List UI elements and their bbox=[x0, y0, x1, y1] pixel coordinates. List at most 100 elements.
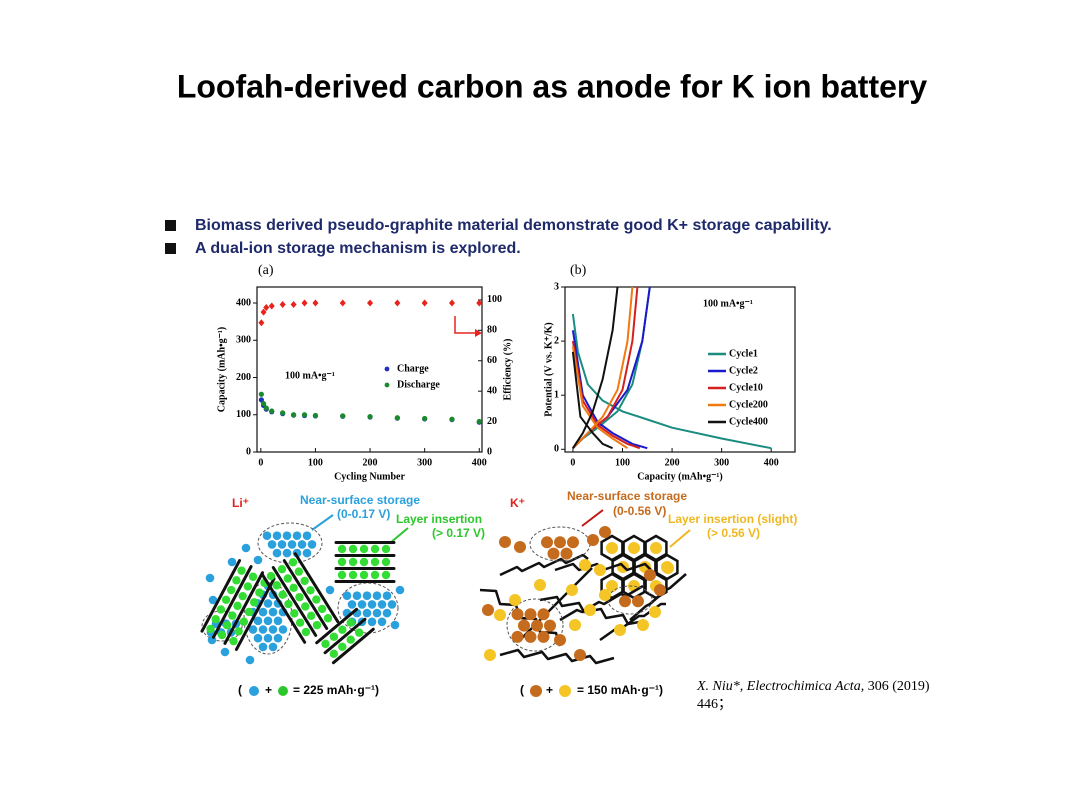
pointer-arrow bbox=[669, 529, 691, 548]
carbon-layer bbox=[629, 573, 687, 621]
data-point bbox=[448, 299, 455, 307]
ion-dot bbox=[266, 571, 276, 581]
data-point bbox=[258, 319, 265, 327]
ion-dot bbox=[263, 599, 273, 608]
surface-label: Near-surface storage bbox=[567, 489, 687, 503]
ion-dot bbox=[306, 586, 315, 595]
ion-dot bbox=[262, 531, 272, 540]
data-point bbox=[280, 410, 286, 416]
carbon-layer bbox=[499, 648, 615, 665]
carbon-layer bbox=[519, 567, 593, 641]
data-point bbox=[476, 299, 483, 307]
formula-part: ( bbox=[238, 683, 242, 697]
surface-region bbox=[506, 598, 564, 652]
data-point bbox=[260, 400, 267, 407]
data-point bbox=[290, 300, 297, 308]
ion-dot bbox=[297, 540, 307, 549]
ion-dot bbox=[278, 625, 288, 634]
legend-label: Cycle1 bbox=[729, 348, 758, 359]
carbon-layer bbox=[282, 559, 329, 630]
data-line bbox=[571, 286, 634, 450]
ion-dot bbox=[248, 625, 258, 634]
ion-dot bbox=[288, 558, 298, 567]
ion-dot bbox=[632, 595, 644, 608]
data-point bbox=[260, 308, 267, 316]
ion-dot bbox=[217, 630, 227, 640]
ion-dot bbox=[347, 600, 357, 609]
ion-dot bbox=[239, 617, 249, 626]
ion-dot bbox=[290, 609, 299, 618]
ion-dot bbox=[544, 619, 556, 632]
legend-dot bbox=[278, 686, 288, 696]
ion-dot bbox=[537, 608, 550, 621]
ion-dot bbox=[509, 594, 521, 606]
ion-dot bbox=[348, 557, 358, 567]
annotation: 100 mA•g⁻¹ bbox=[703, 298, 753, 309]
x-axis-label: Cycling Number bbox=[334, 471, 405, 482]
data-point bbox=[312, 412, 319, 419]
y2-tick-label: 80 bbox=[487, 325, 497, 336]
ion-dot bbox=[359, 544, 369, 554]
pointer-arrow bbox=[581, 509, 604, 527]
x-tick-label: 100 bbox=[308, 457, 323, 468]
ion-dot bbox=[499, 536, 511, 548]
formula-part: + bbox=[546, 683, 553, 697]
y2-tick-label: 100 bbox=[487, 294, 502, 305]
annotation: 100 mA•g⁻¹ bbox=[285, 370, 335, 381]
panel-label: (a) bbox=[258, 263, 274, 278]
data-point bbox=[394, 415, 400, 421]
ion-dot bbox=[302, 548, 312, 558]
layer-label: Layer insertion (slight) bbox=[668, 512, 797, 526]
ion-dot bbox=[253, 616, 263, 626]
pointer-arrow bbox=[389, 527, 409, 544]
ion-dot bbox=[272, 581, 281, 590]
x-tick-label: 0 bbox=[570, 457, 575, 468]
y2-tick-label: 40 bbox=[487, 385, 497, 396]
panel-label: (b) bbox=[570, 263, 587, 278]
data-point bbox=[476, 418, 482, 425]
legend-dot bbox=[249, 686, 259, 696]
ion-dot bbox=[560, 547, 573, 560]
ion-dot bbox=[295, 592, 304, 602]
bullet-text: Biomass derived pseudo-graphite material… bbox=[195, 217, 832, 234]
ion-dot bbox=[354, 628, 364, 637]
ion-dot bbox=[268, 625, 278, 634]
ion-dot bbox=[278, 590, 287, 599]
ion-dot bbox=[317, 604, 327, 614]
legend-label: Cycle2 bbox=[729, 365, 758, 376]
carbon-layer bbox=[200, 559, 242, 633]
y-tick-label: 3 bbox=[554, 281, 559, 292]
ion-dot bbox=[594, 564, 606, 576]
legend-label: Cycle400 bbox=[729, 416, 768, 427]
x-tick-label: 0 bbox=[258, 457, 263, 468]
y2-tick-label: 60 bbox=[487, 355, 497, 366]
ion-dot bbox=[223, 621, 232, 630]
ion-dot bbox=[241, 543, 251, 553]
carbon-layer bbox=[293, 552, 340, 624]
ion-dot bbox=[216, 605, 226, 614]
y-tick-label: 200 bbox=[236, 372, 251, 383]
ion-dot bbox=[338, 642, 347, 651]
ion-dot bbox=[606, 542, 618, 554]
ion-label: Li⁺ bbox=[232, 496, 249, 510]
data-point bbox=[340, 413, 346, 419]
layer-label: Layer insertion bbox=[396, 512, 482, 526]
ion-dot bbox=[372, 608, 382, 618]
ion-dot bbox=[541, 536, 553, 549]
ion-dot bbox=[205, 573, 215, 583]
axis-arrow bbox=[454, 316, 478, 334]
slide-title: Loofah-derived carbon as anode for K ion… bbox=[177, 68, 928, 104]
ion-dot bbox=[619, 595, 631, 608]
data-point bbox=[394, 299, 401, 307]
ion-dot bbox=[566, 584, 578, 596]
x-tick-label: 300 bbox=[714, 457, 729, 468]
ion-dot bbox=[253, 555, 263, 565]
legend-marker bbox=[384, 366, 390, 372]
ion-dot bbox=[370, 570, 380, 580]
ion-dot bbox=[587, 534, 599, 546]
ion-dot bbox=[534, 579, 546, 591]
y-tick-label: 100 bbox=[236, 409, 251, 420]
data-point bbox=[312, 299, 319, 307]
data-line bbox=[571, 286, 619, 450]
legend-marker bbox=[384, 382, 390, 388]
